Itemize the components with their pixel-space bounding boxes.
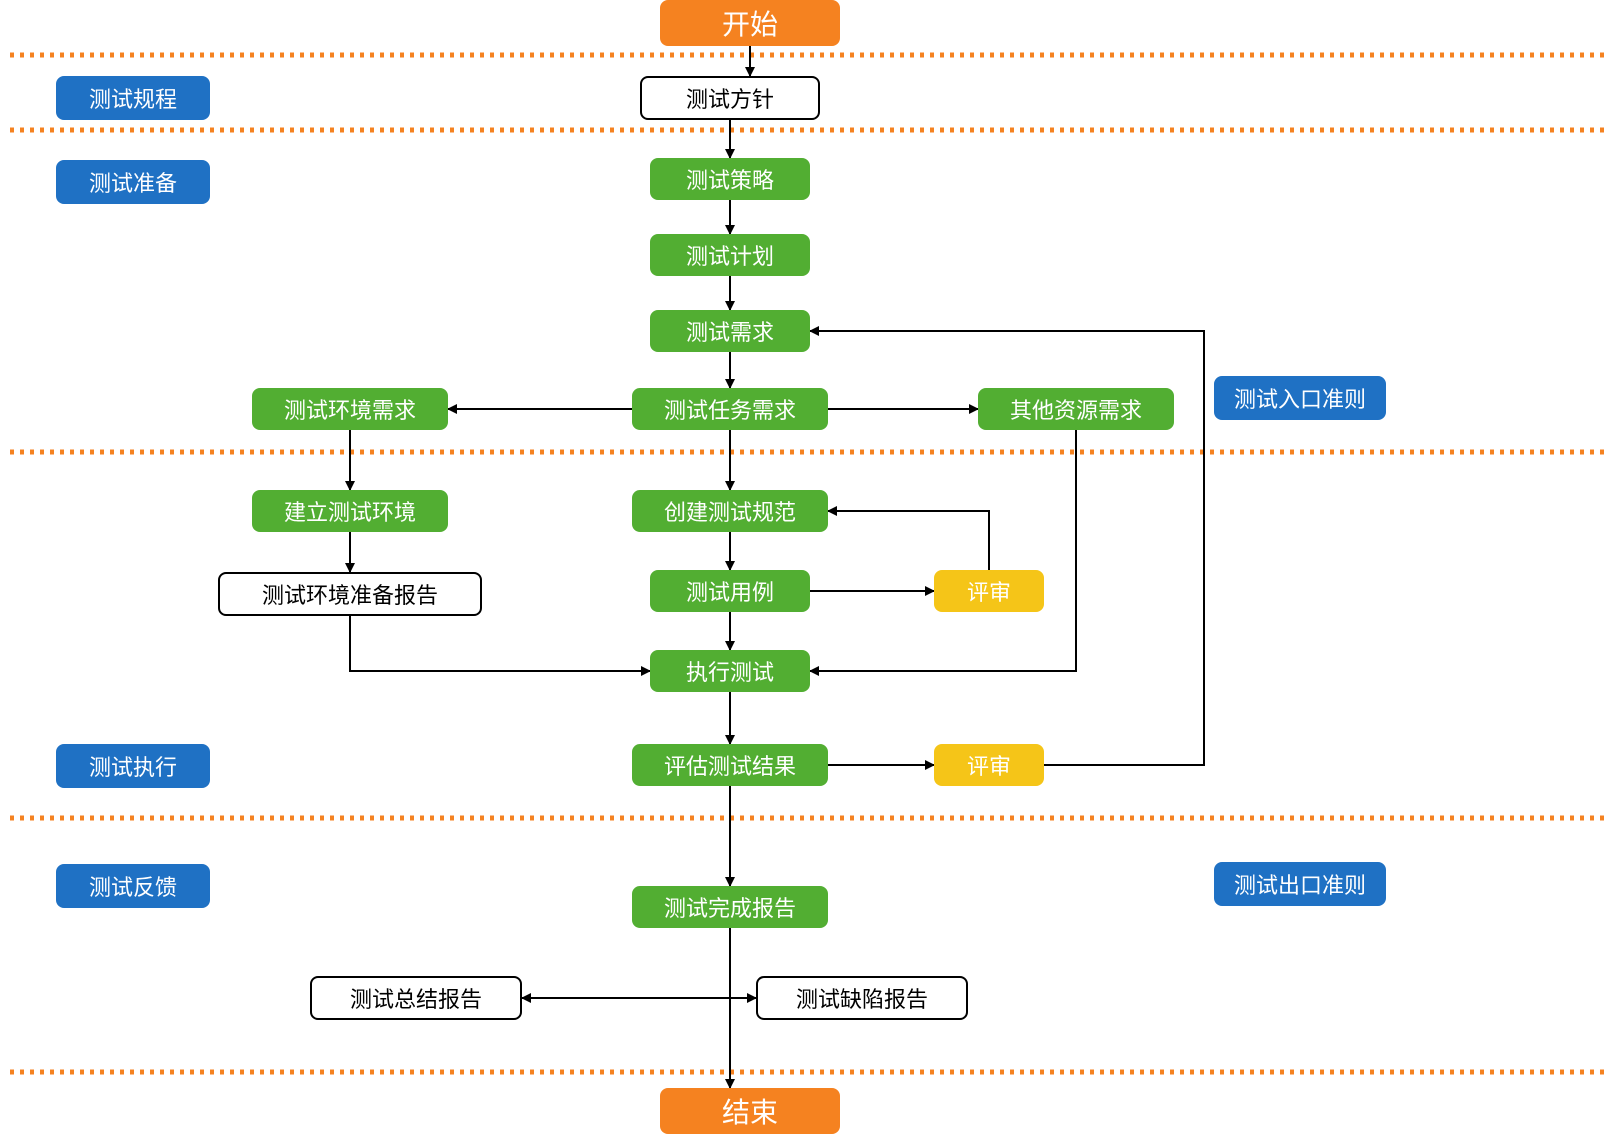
node-defect: 测试缺陷报告	[756, 976, 968, 1020]
node-cases: 测试用例	[650, 570, 810, 612]
node-label: 结束	[722, 1091, 778, 1131]
node-label: 测试任务需求	[664, 393, 796, 425]
node-label: 测试反馈	[89, 870, 177, 902]
node-label: 测试用例	[686, 575, 774, 607]
node-exit_rule: 测试出口准则	[1214, 862, 1386, 906]
node-label: 测试完成报告	[664, 891, 796, 923]
node-policy: 测试方针	[640, 76, 820, 120]
node-otherreq: 其他资源需求	[978, 388, 1174, 430]
node-label: 测试缺陷报告	[796, 982, 928, 1014]
node-label: 评估测试结果	[664, 749, 796, 781]
node-taskreq: 测试任务需求	[632, 388, 828, 430]
node-label: 建立测试环境	[284, 495, 416, 527]
node-label: 评审	[967, 749, 1011, 781]
node-run: 执行测试	[650, 650, 810, 692]
diagram-svg	[0, 0, 1620, 1138]
node-label: 测试总结报告	[350, 982, 482, 1014]
node-sec_feedback: 测试反馈	[56, 864, 210, 908]
node-envreport: 测试环境准备报告	[218, 572, 482, 616]
node-sec_rules: 测试规程	[56, 76, 210, 120]
node-label: 执行测试	[686, 655, 774, 687]
node-strategy: 测试策略	[650, 158, 810, 200]
node-start: 开始	[660, 0, 840, 46]
node-donerep: 测试完成报告	[632, 886, 828, 928]
node-buildenv: 建立测试环境	[252, 490, 448, 532]
node-sec_exec: 测试执行	[56, 744, 210, 788]
node-label: 测试方针	[686, 82, 774, 114]
node-label: 测试环境需求	[284, 393, 416, 425]
node-summary: 测试总结报告	[310, 976, 522, 1020]
node-label: 其他资源需求	[1010, 393, 1142, 425]
node-label: 测试执行	[89, 750, 177, 782]
node-label: 评审	[967, 575, 1011, 607]
node-label: 测试计划	[686, 239, 774, 271]
node-spec: 创建测试规范	[632, 490, 828, 532]
node-label: 测试环境准备报告	[262, 578, 438, 610]
node-label: 测试入口准则	[1234, 382, 1366, 414]
node-end: 结束	[660, 1088, 840, 1134]
node-label: 测试策略	[686, 163, 774, 195]
node-evaluate: 评估测试结果	[632, 744, 828, 786]
node-sec_prepare: 测试准备	[56, 160, 210, 204]
node-plan: 测试计划	[650, 234, 810, 276]
node-envreq: 测试环境需求	[252, 388, 448, 430]
node-req: 测试需求	[650, 310, 810, 352]
node-label: 测试规程	[89, 82, 177, 114]
node-entry_rule: 测试入口准则	[1214, 376, 1386, 420]
node-label: 创建测试规范	[664, 495, 796, 527]
node-review2: 评审	[934, 744, 1044, 786]
node-label: 测试出口准则	[1234, 868, 1366, 900]
node-review1: 评审	[934, 570, 1044, 612]
node-label: 测试需求	[686, 315, 774, 347]
node-label: 测试准备	[89, 166, 177, 198]
node-label: 开始	[722, 3, 778, 43]
